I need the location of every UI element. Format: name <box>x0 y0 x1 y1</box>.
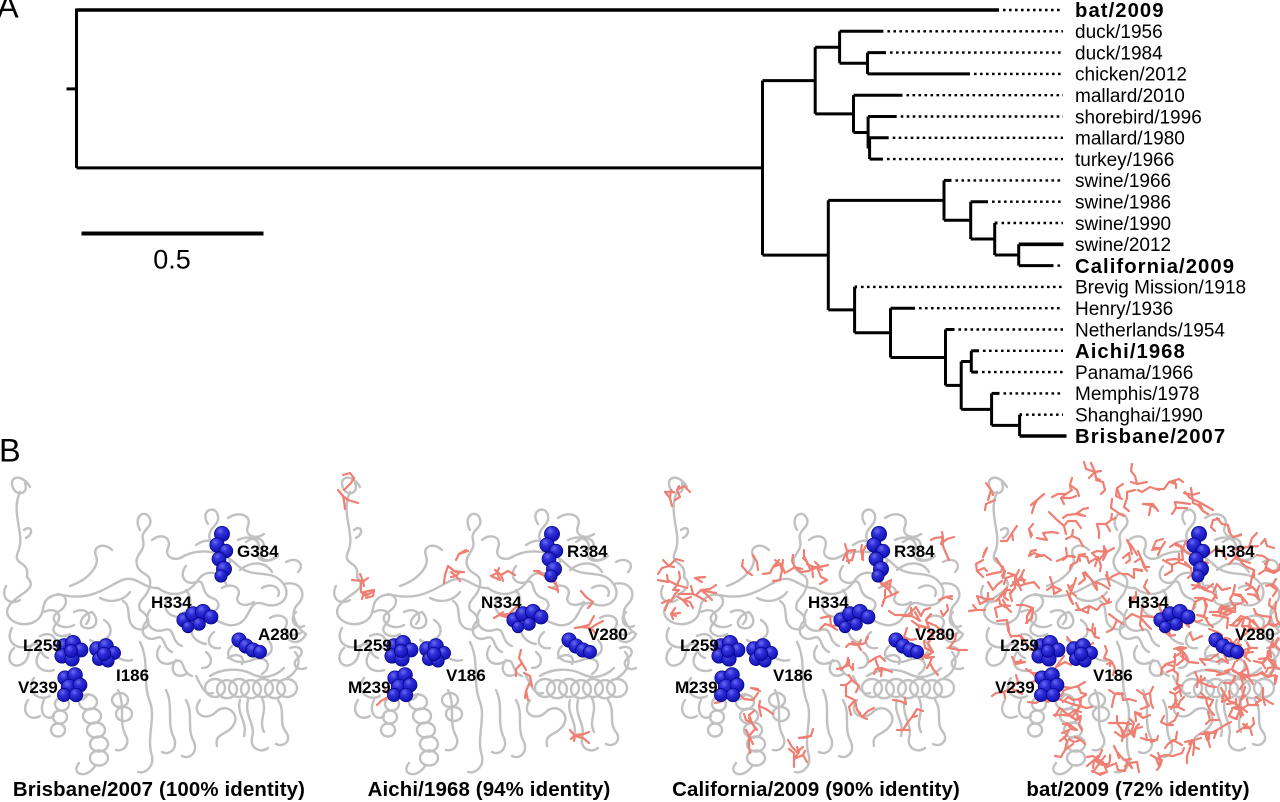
svg-text:N334: N334 <box>481 593 522 612</box>
svg-text:L259: L259 <box>1000 636 1039 655</box>
svg-text:mallard/2010: mallard/2010 <box>1075 86 1185 107</box>
svg-text:mallard/1980: mallard/1980 <box>1075 129 1185 150</box>
svg-text:M239: M239 <box>675 678 718 697</box>
svg-text:V280: V280 <box>915 625 955 644</box>
svg-text:swine/1986: swine/1986 <box>1075 193 1171 214</box>
svg-text:0.5: 0.5 <box>153 245 191 275</box>
svg-text:V239: V239 <box>18 678 58 697</box>
svg-text:R384: R384 <box>567 542 608 561</box>
svg-text:G384: G384 <box>237 542 279 561</box>
svg-text:bat/2009 (72% identity): bat/2009 (72% identity) <box>1026 779 1249 801</box>
svg-text:Brevig Mission/1918: Brevig Mission/1918 <box>1075 278 1246 299</box>
svg-text:Shanghai/1990: Shanghai/1990 <box>1075 406 1203 427</box>
svg-text:Memphis/1978: Memphis/1978 <box>1075 384 1200 405</box>
svg-text:bat/2009: bat/2009 <box>1075 0 1165 22</box>
svg-text:swine/1966: swine/1966 <box>1075 171 1171 192</box>
svg-text:A280: A280 <box>258 625 299 644</box>
svg-text:V186: V186 <box>773 666 813 685</box>
svg-text:Brisbane/2007 (100% identity): Brisbane/2007 (100% identity) <box>13 779 305 801</box>
svg-text:chicken/2012: chicken/2012 <box>1075 65 1187 86</box>
svg-text:R384: R384 <box>894 542 935 561</box>
svg-text:A: A <box>0 0 19 25</box>
svg-text:duck/1984: duck/1984 <box>1075 43 1163 64</box>
svg-text:H334: H334 <box>1128 593 1169 612</box>
svg-text:California/2009 (90% identity): California/2009 (90% identity) <box>672 779 960 801</box>
svg-text:L259: L259 <box>23 636 62 655</box>
svg-text:swine/1990: swine/1990 <box>1075 214 1171 235</box>
svg-text:duck/1956: duck/1956 <box>1075 22 1163 43</box>
svg-text:L259: L259 <box>680 636 719 655</box>
svg-text:M239: M239 <box>348 678 391 697</box>
svg-text:I186: I186 <box>116 666 149 685</box>
svg-text:H384: H384 <box>1214 542 1255 561</box>
svg-text:V280: V280 <box>1235 625 1275 644</box>
svg-text:Aichi/1968: Aichi/1968 <box>1075 341 1186 363</box>
svg-text:V186: V186 <box>446 666 486 685</box>
svg-text:L259: L259 <box>353 636 392 655</box>
svg-text:V280: V280 <box>588 625 628 644</box>
svg-text:Netherlands/1954: Netherlands/1954 <box>1075 320 1225 341</box>
svg-text:V186: V186 <box>1093 666 1133 685</box>
svg-text:H334: H334 <box>808 593 849 612</box>
svg-text:B: B <box>0 433 21 469</box>
svg-text:Henry/1936: Henry/1936 <box>1075 299 1173 320</box>
svg-text:shorebird/1996: shorebird/1996 <box>1075 107 1202 128</box>
svg-text:California/2009: California/2009 <box>1075 256 1235 278</box>
svg-text:H334: H334 <box>151 593 192 612</box>
svg-text:V239: V239 <box>995 678 1035 697</box>
svg-text:turkey/1966: turkey/1966 <box>1075 150 1174 171</box>
svg-text:Brisbane/2007: Brisbane/2007 <box>1075 426 1226 448</box>
svg-text:Aichi/1968 (94% identity): Aichi/1968 (94% identity) <box>368 779 611 801</box>
svg-text:swine/2012: swine/2012 <box>1075 235 1171 256</box>
svg-text:Panama/1966: Panama/1966 <box>1075 363 1193 384</box>
